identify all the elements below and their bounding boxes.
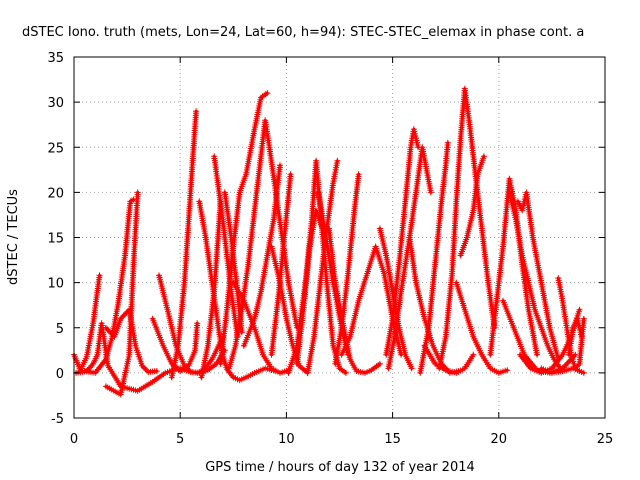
data-series (240, 162, 283, 349)
data-points (71, 85, 587, 398)
data-series (385, 144, 434, 372)
data-point-marker (480, 153, 487, 160)
data-series (406, 234, 462, 376)
data-point-marker (444, 139, 451, 146)
data-point-marker (580, 369, 587, 376)
data-point-marker (470, 351, 477, 358)
data-point-marker (376, 360, 383, 367)
x-axis-label: GPS time / hours of day 132 of year 2014 (205, 460, 475, 475)
data-series (71, 272, 103, 374)
data-series (73, 320, 182, 394)
data-point-marker (194, 320, 201, 327)
x-tick-label: 20 (491, 432, 508, 447)
data-series (338, 243, 405, 358)
y-tick-label: 25 (47, 141, 64, 156)
y-tick-label: 20 (47, 186, 64, 201)
data-point-marker (580, 315, 587, 322)
data-point-marker (355, 171, 362, 178)
data-point-marker (264, 90, 271, 97)
data-point-marker (408, 365, 415, 372)
data-series (268, 171, 294, 358)
data-point-marker (153, 368, 160, 375)
data-series (453, 279, 511, 376)
x-tick-label: 5 (176, 432, 184, 447)
data-point-marker (287, 171, 294, 178)
axis-ticks: 0 5 10 15 20 25 -5 0 5 10 15 20 25 30 35 (47, 51, 613, 447)
data-point-marker (334, 157, 341, 164)
y-axis-label: dSTEC / TECUs (6, 189, 21, 285)
x-tick-label: 15 (384, 432, 401, 447)
data-point-marker (277, 162, 283, 169)
data-series (417, 139, 451, 376)
data-series (538, 365, 587, 376)
data-point-marker (578, 333, 585, 340)
data-point-marker (504, 367, 511, 374)
data-point-marker (342, 369, 349, 376)
y-tick-label: 10 (47, 277, 64, 292)
data-point-marker (134, 189, 141, 196)
data-point-marker (238, 329, 245, 336)
data-point-marker (130, 196, 137, 203)
data-point-marker (427, 189, 434, 196)
x-tick-label: 0 (70, 432, 78, 447)
y-tick-label: -5 (51, 412, 64, 427)
data-series (294, 207, 326, 367)
chart-title: dSTEC Iono. truth (mets, Lon=24, Lat=60,… (22, 25, 584, 40)
data-point-marker (576, 306, 583, 313)
data-point-marker (96, 272, 103, 279)
data-series (436, 85, 498, 372)
data-point-marker (534, 351, 540, 358)
data-series (383, 126, 422, 358)
data-series (457, 153, 487, 259)
x-tick-label: 25 (597, 432, 614, 447)
data-series (198, 198, 224, 381)
y-tick-label: 15 (47, 232, 64, 247)
y-tick-label: 0 (56, 367, 64, 382)
x-tick-label: 10 (278, 432, 295, 447)
data-point-marker (193, 108, 200, 115)
data-series (102, 306, 160, 375)
data-series (332, 171, 362, 367)
y-tick-label: 5 (56, 322, 64, 337)
y-tick-label: 35 (47, 51, 64, 66)
data-series (421, 342, 477, 376)
data-series (514, 189, 562, 363)
data-series (168, 108, 200, 381)
data-series (565, 315, 585, 358)
y-tick-label: 30 (47, 96, 64, 111)
data-series (506, 189, 564, 372)
